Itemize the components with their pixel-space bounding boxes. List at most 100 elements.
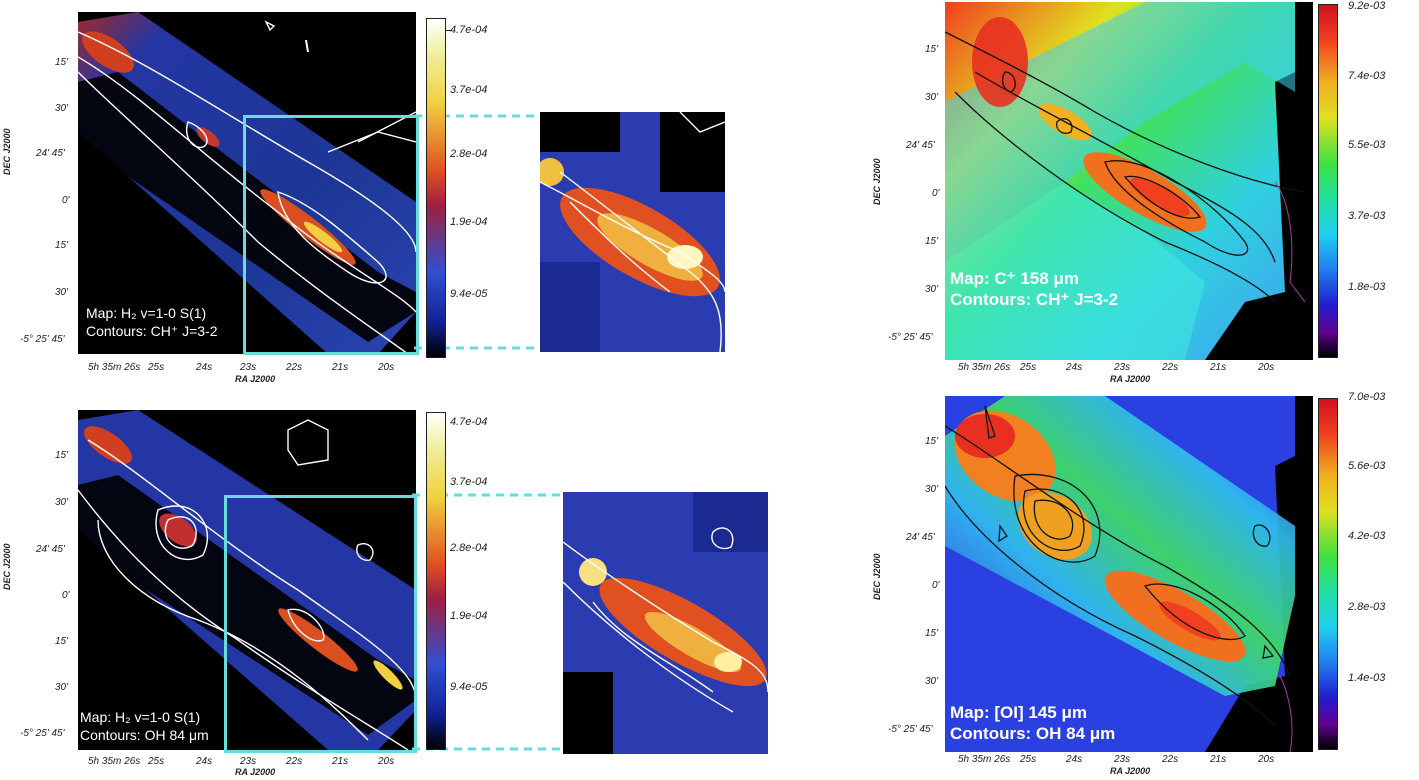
dec-tick-tr-6: -5° 25' 45': [888, 332, 933, 343]
cb-bl-label-1: 3.7e-04: [450, 476, 488, 488]
cb-br-label-4: 1.4e-03: [1348, 672, 1386, 684]
cb-tr-label-4: 1.8e-03: [1348, 281, 1386, 293]
ra-tick-tr-1: 25s: [1020, 362, 1037, 373]
legend-bl-map: Map: H₂ v=1-0 S(1): [80, 709, 201, 725]
cb-tl-label-1: 3.7e-04: [450, 84, 488, 96]
legend-tr-map: Map: C⁺ 158 μm: [950, 269, 1079, 288]
legend-br-contours: Contours: OH 84 μm: [950, 724, 1116, 744]
ra-tick-tl-2: 24s: [196, 362, 213, 373]
xlabel-br: RA J2000: [1110, 766, 1151, 776]
dec-tick-br-0: 15': [925, 436, 939, 447]
dec-tick-bl-6: -5° 25' 45': [20, 728, 65, 739]
dec-tick-bl-0: 15': [55, 450, 69, 461]
dec-tick-bl-5: 30': [55, 682, 69, 693]
dec-tick-bl-3: 0': [62, 590, 70, 601]
cb-bl-label-0: 4.7e-04: [450, 416, 488, 428]
ra-tick-tl-4: 22s: [286, 362, 303, 373]
dec-tick-tl-4: 15': [55, 240, 69, 251]
cb-bl-label-4: 9.4e-05: [450, 681, 488, 693]
ra-tick-bl-6: 20s: [378, 756, 395, 767]
legend-tl-contours: Contours: CH⁺ J=3-2: [86, 322, 218, 339]
cb-tr-label-2: 5.5e-03: [1348, 139, 1386, 151]
colorbar-bottom-right: [1318, 398, 1338, 750]
dec-tick-tl-3: 0': [62, 195, 70, 206]
ra-tick-tr-4: 22s: [1162, 362, 1179, 373]
cb-tr-label-0: 9.2e-03: [1348, 0, 1386, 12]
ra-tick-bl-3: 23s: [240, 756, 257, 767]
cb-br-label-0: 7.0e-03: [1348, 391, 1386, 403]
ra-tick-br-6: 20s: [1258, 754, 1275, 765]
h2-map-top: [78, 12, 416, 354]
dec-tick-tr-5: 30': [925, 284, 939, 295]
ra-tick-br-1: 25s: [1020, 754, 1037, 765]
cb-br-label-2: 4.2e-03: [1348, 530, 1386, 542]
ra-tick-tr-3: 23s: [1114, 362, 1131, 373]
dec-tick-tl-1: 30': [55, 103, 69, 114]
ra-tick-bl-2: 24s: [196, 756, 213, 767]
cb-tl-label-3: 1.9e-04: [450, 216, 488, 228]
cb-tl-label-0: 4.7e-04: [450, 24, 488, 36]
dec-tick-tr-3: 0': [932, 188, 940, 199]
zoom-connector-bottom: [412, 493, 562, 751]
legend-tl-map: Map: H₂ v=1-0 S(1): [86, 305, 207, 321]
ra-tick-br-3: 23s: [1114, 754, 1131, 765]
ra-tick-tr-6: 20s: [1258, 362, 1275, 373]
colorbar-top-left: [426, 18, 446, 358]
ra-tick-tr-5: 21s: [1210, 362, 1227, 373]
ylabel-br: DEC J2000: [872, 553, 882, 600]
oi-map: [945, 396, 1313, 752]
dec-tick-br-4: 15': [925, 628, 939, 639]
dec-tick-bl-1: 30': [55, 497, 69, 508]
cb-br-label-3: 2.8e-03: [1348, 601, 1386, 613]
legend-bl-contours: Contours: OH 84 μm: [80, 726, 209, 743]
legend-bl: Map: H₂ v=1-0 S(1) Contours: OH 84 μm: [80, 709, 209, 744]
ra-tick-tl-3: 23s: [240, 362, 257, 373]
ylabel-bl: DEC J2000: [2, 543, 12, 590]
ra-tick-tr-0: 5h 35m 26s: [958, 362, 1011, 373]
ra-tick-tl-0: 5h 35m 26s: [88, 362, 141, 373]
legend-tl: Map: H₂ v=1-0 S(1) Contours: CH⁺ J=3-2: [86, 305, 218, 340]
h2-emission-band: [78, 12, 416, 354]
dec-tick-tr-4: 15': [925, 236, 939, 247]
legend-br-map: Map: [OI] 145 μm: [950, 703, 1087, 722]
dec-tick-tl-0: 15': [55, 57, 69, 68]
cb-tl-label-4: 9.4e-05: [450, 288, 488, 300]
cb-br-label-1: 5.6e-03: [1348, 460, 1386, 472]
h2-map-bottom: [78, 410, 416, 750]
ra-tick-tl-5: 21s: [332, 362, 349, 373]
ra-tick-bl-5: 21s: [332, 756, 349, 767]
zoom-inset-bottom: [563, 492, 768, 754]
cb-tr-label-1: 7.4e-03: [1348, 70, 1386, 82]
zoom-inset-top: [540, 112, 725, 352]
dec-tick-bl-4: 15': [55, 636, 69, 647]
ra-tick-tl-1: 25s: [148, 362, 165, 373]
ra-tick-bl-0: 5h 35m 26s: [88, 756, 141, 767]
ylabel-tl: DEC J2000: [2, 128, 12, 175]
ra-tick-br-5: 21s: [1210, 754, 1227, 765]
dec-tick-br-1: 30': [925, 484, 939, 495]
ra-tick-tl-6: 20s: [378, 362, 395, 373]
dec-tick-tl-6: -5° 25' 45': [20, 334, 65, 345]
xlabel-tl: RA J2000: [235, 374, 276, 384]
legend-br: Map: [OI] 145 μm Contours: OH 84 μm: [950, 702, 1115, 745]
dec-tick-tr-1: 30': [925, 92, 939, 103]
zoom-box-top: [243, 115, 419, 355]
ra-tick-tr-2: 24s: [1066, 362, 1083, 373]
cb-bl-label-3: 1.9e-04: [450, 610, 488, 622]
dec-tick-br-3: 0': [932, 580, 940, 591]
dec-tick-tr-0: 15': [925, 44, 939, 55]
cb-bl-label-2: 2.8e-04: [450, 542, 488, 554]
xlabel-tr: RA J2000: [1110, 374, 1151, 384]
cplus-map: [945, 2, 1313, 360]
ra-tick-br-2: 24s: [1066, 754, 1083, 765]
dec-tick-tr-2: 24' 45': [906, 140, 935, 151]
xlabel-bl: RA J2000: [235, 767, 276, 777]
dec-tick-tl-5: 30': [55, 287, 69, 298]
colorbar-bottom-left: [426, 412, 446, 750]
colorbar-top-right: [1318, 4, 1338, 358]
ra-tick-br-0: 5h 35m 26s: [958, 754, 1011, 765]
ra-tick-br-4: 22s: [1162, 754, 1179, 765]
legend-tr: Map: C⁺ 158 μm Contours: CH⁺ J=3-2: [950, 268, 1118, 311]
ylabel-tr: DEC J2000: [872, 158, 882, 205]
cb-tr-label-3: 3.7e-03: [1348, 210, 1386, 222]
